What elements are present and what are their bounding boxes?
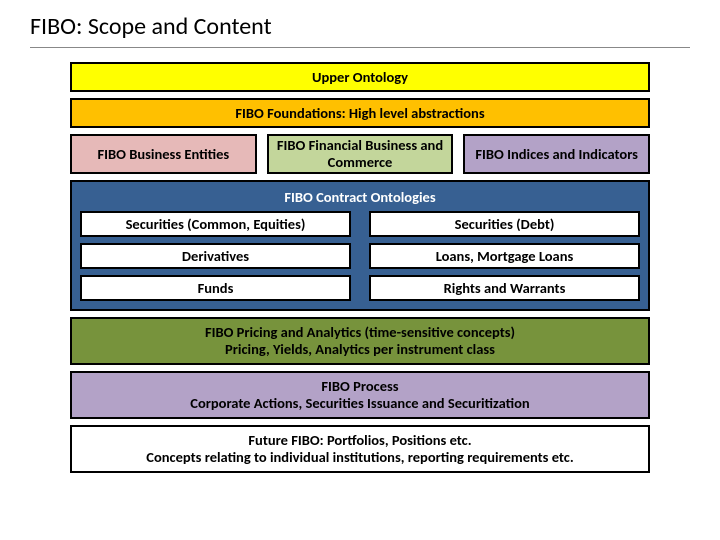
block-business-entities: FIBO Business Entities — [70, 134, 257, 174]
pricing-line1: FIBO Pricing and Analytics (time-sensiti… — [205, 324, 515, 341]
page-title: FIBO: Scope and Content — [30, 12, 690, 48]
block-contract-container: FIBO Contract Ontologies Securities (Com… — [70, 180, 650, 311]
block-foundations: FIBO Foundations: High level abstraction… — [70, 98, 650, 128]
future-line2: Concepts relating to individual institut… — [146, 449, 573, 466]
block-indices: FIBO Indices and Indicators — [463, 134, 650, 174]
future-line1: Future FIBO: Portfolios, Positions etc. — [248, 432, 471, 449]
contract-cell: Derivatives — [80, 243, 351, 269]
contract-title: FIBO Contract Ontologies — [80, 188, 640, 206]
diagram-area: Upper Ontology FIBO Foundations: High le… — [30, 62, 690, 473]
process-line2: Corporate Actions, Securities Issuance a… — [190, 395, 529, 412]
contract-cell: Funds — [80, 275, 351, 301]
pricing-line2: Pricing, Yields, Analytics per instrumen… — [225, 341, 495, 358]
block-upper-ontology: Upper Ontology — [70, 62, 650, 92]
block-process: FIBO Process Corporate Actions, Securiti… — [70, 371, 650, 419]
contract-cell: Rights and Warrants — [369, 275, 640, 301]
block-future: Future FIBO: Portfolios, Positions etc. … — [70, 425, 650, 473]
contract-cell: Securities (Common, Equities) — [80, 211, 351, 237]
block-financial-commerce: FIBO Financial Business and Commerce — [267, 134, 454, 174]
block-pricing: FIBO Pricing and Analytics (time-sensiti… — [70, 317, 650, 365]
contract-cell: Loans, Mortgage Loans — [369, 243, 640, 269]
process-line1: FIBO Process — [321, 378, 398, 395]
contract-grid: Securities (Common, Equities) Securities… — [80, 211, 640, 301]
contract-cell: Securities (Debt) — [369, 211, 640, 237]
